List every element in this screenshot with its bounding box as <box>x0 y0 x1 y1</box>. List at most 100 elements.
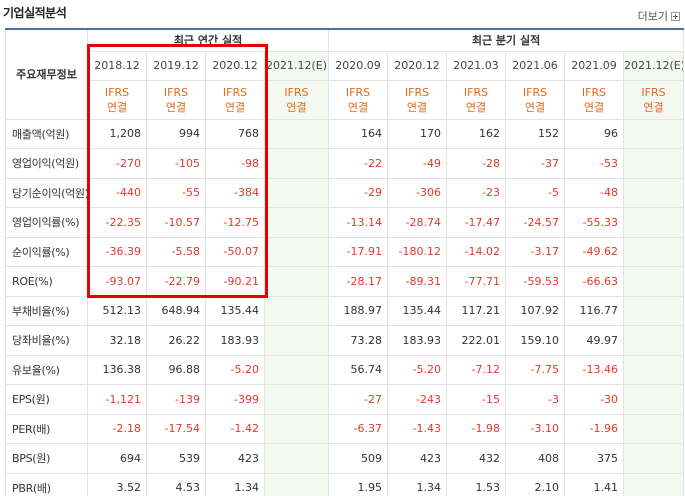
table-cell: -30 <box>564 384 625 415</box>
ifrs-line2: 연결 <box>347 100 369 114</box>
table-cell <box>263 295 330 326</box>
row-label-header: 주요재무정보 <box>5 28 88 120</box>
table-cell: 162 <box>446 118 507 149</box>
table-cell: -139 <box>146 384 206 415</box>
table-cell: -37 <box>505 148 566 179</box>
table-cell: 32.18 <box>87 325 147 356</box>
table-cell: -17.54 <box>146 413 206 444</box>
table-cell: 432 <box>446 443 507 474</box>
ifrs-line1: IFRS <box>284 85 309 99</box>
table-cell <box>623 118 685 149</box>
quarter-group-header: 최근 분기 실적 <box>328 28 685 52</box>
period-header: 2021.03 <box>446 50 507 81</box>
table-cell: 26.22 <box>146 325 206 356</box>
plus-box-icon <box>671 11 680 21</box>
table-cell: 4.53 <box>146 472 206 496</box>
period-header: 2020.09 <box>328 50 389 81</box>
ifrs-line2: 연결 <box>106 100 128 114</box>
table-cell: -49.62 <box>564 236 625 267</box>
table-cell: -180.12 <box>387 236 448 267</box>
row-label: BPS(원) <box>5 443 88 474</box>
table-row: PBR(배) 3.52 4.53 1.34 1.95 1.34 1.53 2.10 1.41 <box>5 472 685 496</box>
table-cell: -5.20 <box>205 354 265 385</box>
ifrs-label: IFRS 연결 <box>623 79 685 120</box>
ifrs-line2: 연결 <box>406 100 428 114</box>
table-cell: -22.79 <box>146 266 206 297</box>
table-cell: -89.31 <box>387 266 448 297</box>
table-row: ROE(%) -93.07 -22.79 -90.21 -28.17 -89.31 -77.… <box>5 266 685 297</box>
table-cell: -13.46 <box>564 354 625 385</box>
table-cell: 135.44 <box>387 295 448 326</box>
ifrs-label: IFRS 연결 <box>505 79 566 120</box>
ifrs-line2: 연결 <box>643 100 664 114</box>
table-cell <box>263 384 330 415</box>
table-cell <box>263 148 330 179</box>
table-cell: -5.20 <box>387 354 448 385</box>
financial-table: 주요재무정보 최근 연간 실적 최근 분기 실적 2018.12 2019.12 2… <box>5 28 685 496</box>
table-cell: -1.43 <box>387 413 448 444</box>
table-cell: 3.52 <box>87 472 147 496</box>
table-row: 부채비율(%) 512.13 648.94 135.44 188.97 135.44 117… <box>5 295 685 326</box>
table-cell: -28.17 <box>328 266 389 297</box>
table-cell: -1.96 <box>564 413 625 444</box>
row-label: 부채비율(%) <box>5 295 88 326</box>
table-cell: 648.94 <box>146 295 206 326</box>
table-cell: -59.53 <box>505 266 566 297</box>
table-cell: 117.21 <box>446 295 507 326</box>
row-label: 순이익률(%) <box>5 236 88 267</box>
table-cell: -1,121 <box>87 384 147 415</box>
ifrs-line1: IFRS <box>163 85 189 99</box>
table-cell: -5.58 <box>146 236 206 267</box>
table-cell: -23 <box>446 177 507 208</box>
table-cell: -66.63 <box>564 266 625 297</box>
table-cell <box>623 443 685 474</box>
table-cell: 170 <box>387 118 448 149</box>
table-cell: -36.39 <box>87 236 147 267</box>
table-row: 영업이익(억원) -270 -105 -98 -22 -49 -28 -37 -53 <box>5 148 685 179</box>
table-cell: -7.75 <box>505 354 566 385</box>
ifrs-line1: IFRS <box>641 85 666 99</box>
table-cell: 73.28 <box>328 325 389 356</box>
table-cell: -29 <box>328 177 389 208</box>
table-row: EPS(원) -1,121 -139 -399 -27 -243 -15 -3 -30 <box>5 384 685 415</box>
table-cell: 183.93 <box>387 325 448 356</box>
table-cell: -5 <box>505 177 566 208</box>
period-header: 2021.12(E) <box>263 50 330 81</box>
table-cell: -28 <box>446 148 507 179</box>
ifrs-line1: IFRS <box>104 85 130 99</box>
period-header: 2019.12 <box>146 50 206 81</box>
table-cell: 375 <box>564 443 625 474</box>
table-cell: -306 <box>387 177 448 208</box>
ifrs-line2: 연결 <box>465 100 487 114</box>
table-cell: 56.74 <box>328 354 389 385</box>
table-cell: -12.75 <box>205 207 265 238</box>
table-cell: -55.33 <box>564 207 625 238</box>
row-label: PBR(배) <box>5 472 88 496</box>
table-cell: 408 <box>505 443 566 474</box>
table-cell: -17.91 <box>328 236 389 267</box>
row-label: ROE(%) <box>5 266 88 297</box>
table-cell: -1.98 <box>446 413 507 444</box>
table-cell: -384 <box>205 177 265 208</box>
ifrs-label: IFRS 연결 <box>263 79 330 120</box>
row-label: 영업이익률(%) <box>5 207 88 238</box>
more-link[interactable]: 더보기 <box>638 8 680 24</box>
table-cell: -27 <box>328 384 389 415</box>
table-cell <box>623 354 685 385</box>
ifrs-line2: 연결 <box>224 100 246 114</box>
ifrs-line1: IFRS <box>581 85 607 99</box>
table-cell: 107.92 <box>505 295 566 326</box>
ifrs-label: IFRS 연결 <box>446 79 507 120</box>
table-cell <box>623 295 685 326</box>
row-label: 당좌비율(%) <box>5 325 88 356</box>
table-cell: 512.13 <box>87 295 147 326</box>
table-cell <box>263 354 330 385</box>
table-cell: 768 <box>205 118 265 149</box>
table-cell: -22.35 <box>87 207 147 238</box>
table-row: 매출액(억원) 1,208 994 768 164 170 162 152 96 <box>5 118 685 149</box>
table-cell: 159.10 <box>505 325 566 356</box>
ifrs-line2: 연결 <box>286 100 307 114</box>
period-header: 2020.12 <box>205 50 265 81</box>
table-cell: 188.97 <box>328 295 389 326</box>
table-cell: 164 <box>328 118 389 149</box>
